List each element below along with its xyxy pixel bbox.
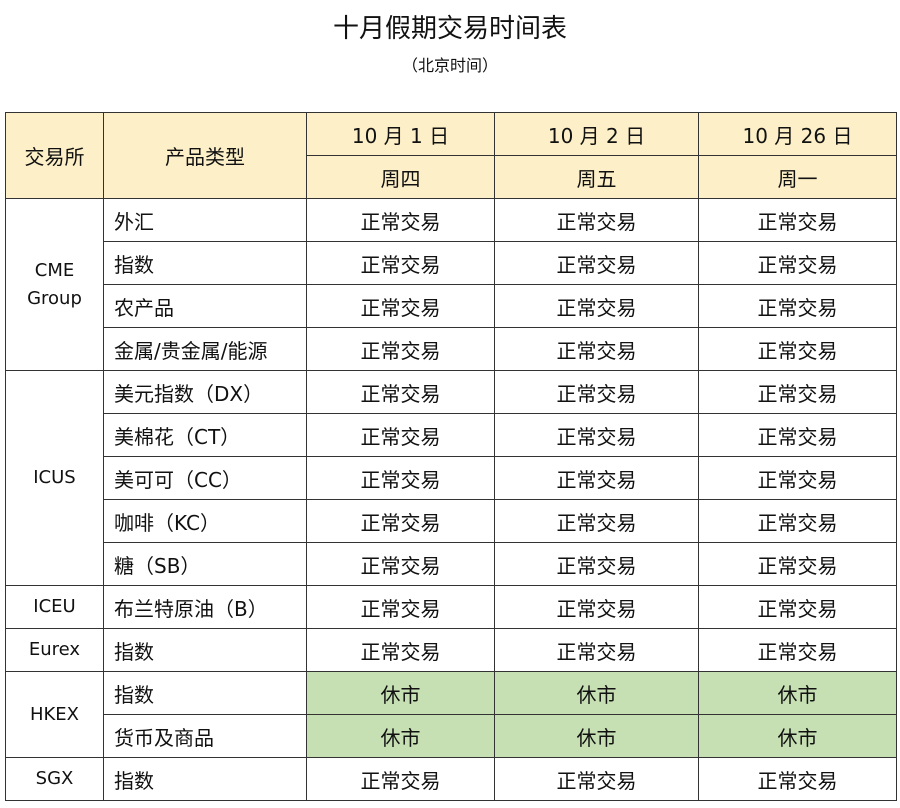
header-date: 10 月 1 日	[306, 112, 495, 156]
status-cell: 正常交易	[494, 241, 699, 285]
status-cell: 休市	[698, 714, 897, 758]
exchange-cell: HKEX	[5, 671, 104, 758]
table-row: SGX 指数 正常交易 正常交易 正常交易	[5, 757, 897, 801]
exchange-cell: SGX	[5, 757, 104, 801]
page-title: 十月假期交易时间表	[332, 14, 567, 44]
table-row: Eurex 指数 正常交易 正常交易 正常交易	[5, 628, 897, 672]
status-cell: 正常交易	[698, 456, 897, 500]
status-cell: 正常交易	[306, 284, 495, 328]
table-row: 美可可（CC） 正常交易 正常交易 正常交易	[6, 456, 897, 500]
status-cell: 正常交易	[494, 198, 699, 242]
product-cell: 美元指数（DX）	[103, 370, 307, 414]
status-cell: 正常交易	[494, 327, 699, 371]
status-cell: 休市	[494, 714, 699, 758]
table-row: 金属/贵金属/能源 正常交易 正常交易 正常交易	[6, 327, 897, 371]
header-date: 10 月 26 日	[698, 112, 897, 156]
status-cell: 正常交易	[306, 542, 495, 586]
status-cell: 正常交易	[494, 585, 699, 629]
status-cell: 正常交易	[698, 757, 897, 801]
schedule-table: 交易所 产品类型 10 月 1 日 10 月 2 日 10 月 26 日 周四 …	[5, 112, 897, 801]
product-cell: 货币及商品	[103, 714, 307, 758]
table-row: ICEU 布兰特原油（B） 正常交易 正常交易 正常交易	[5, 585, 897, 629]
status-cell: 正常交易	[698, 327, 897, 371]
status-cell: 正常交易	[494, 542, 699, 586]
product-cell: 指数	[103, 241, 307, 285]
status-cell: 正常交易	[306, 585, 495, 629]
status-cell: 休市	[494, 671, 699, 715]
header-exchange: 交易所	[5, 112, 104, 199]
status-cell: 正常交易	[494, 370, 699, 414]
status-cell: 正常交易	[494, 284, 699, 328]
status-cell: 正常交易	[698, 585, 897, 629]
exchange-cell: ICUS	[5, 370, 104, 586]
header-product: 产品类型	[103, 112, 307, 199]
header-date: 10 月 2 日	[494, 112, 699, 156]
status-cell: 正常交易	[494, 413, 699, 457]
status-cell: 正常交易	[494, 628, 699, 672]
status-cell: 正常交易	[494, 757, 699, 801]
table-row: 糖（SB） 正常交易 正常交易 正常交易	[6, 542, 897, 586]
header-weekday: 周一	[698, 155, 897, 199]
table-row: 货币及商品 休市 休市 休市	[6, 714, 897, 758]
table-row: HKEX 指数 休市 休市 休市	[5, 671, 897, 758]
header-weekday: 周四	[306, 155, 495, 199]
exchange-cell: CME Group	[5, 198, 104, 371]
status-cell: 正常交易	[306, 628, 495, 672]
status-cell: 正常交易	[698, 628, 897, 672]
table-row: 美棉花（CT） 正常交易 正常交易 正常交易	[6, 413, 897, 457]
product-cell: 指数	[103, 671, 307, 715]
exchange-cell: ICEU	[5, 585, 104, 629]
product-cell: 金属/贵金属/能源	[103, 327, 307, 371]
status-cell: 正常交易	[306, 327, 495, 371]
status-cell: 正常交易	[698, 241, 897, 285]
table-row: 指数 正常交易 正常交易 正常交易	[6, 241, 897, 285]
table-row: CME Group 外汇 正常交易 正常交易 正常交易	[5, 198, 897, 371]
status-cell: 正常交易	[306, 413, 495, 457]
product-cell: 美棉花（CT）	[103, 413, 307, 457]
status-cell: 正常交易	[698, 413, 897, 457]
product-cell: 咖啡（KC）	[103, 499, 307, 543]
product-cell: 布兰特原油（B）	[103, 585, 307, 629]
status-cell: 正常交易	[306, 499, 495, 543]
table-row: 农产品 正常交易 正常交易 正常交易	[6, 284, 897, 328]
product-cell: 外汇	[103, 198, 307, 242]
status-cell: 正常交易	[698, 198, 897, 242]
table-row: 咖啡（KC） 正常交易 正常交易 正常交易	[6, 499, 897, 543]
header-weekday: 周五	[494, 155, 699, 199]
status-cell: 正常交易	[306, 241, 495, 285]
status-cell: 正常交易	[306, 370, 495, 414]
product-cell: 指数	[103, 628, 307, 672]
status-cell: 正常交易	[494, 456, 699, 500]
status-cell: 正常交易	[306, 198, 495, 242]
product-cell: 农产品	[103, 284, 307, 328]
status-cell: 正常交易	[698, 542, 897, 586]
status-cell: 正常交易	[698, 370, 897, 414]
product-cell: 指数	[103, 757, 307, 801]
status-cell: 休市	[698, 671, 897, 715]
table-row: ICUS 美元指数（DX） 正常交易 正常交易 正常交易	[5, 370, 897, 586]
page-subtitle: （北京时间）	[401, 56, 498, 75]
exchange-cell: Eurex	[5, 628, 104, 672]
product-cell: 美可可（CC）	[103, 456, 307, 500]
status-cell: 正常交易	[306, 456, 495, 500]
status-cell: 正常交易	[306, 757, 495, 801]
status-cell: 正常交易	[698, 499, 897, 543]
product-cell: 糖（SB）	[103, 542, 307, 586]
status-cell: 休市	[306, 714, 495, 758]
status-cell: 正常交易	[494, 499, 699, 543]
status-cell: 正常交易	[698, 284, 897, 328]
status-cell: 休市	[306, 671, 495, 715]
